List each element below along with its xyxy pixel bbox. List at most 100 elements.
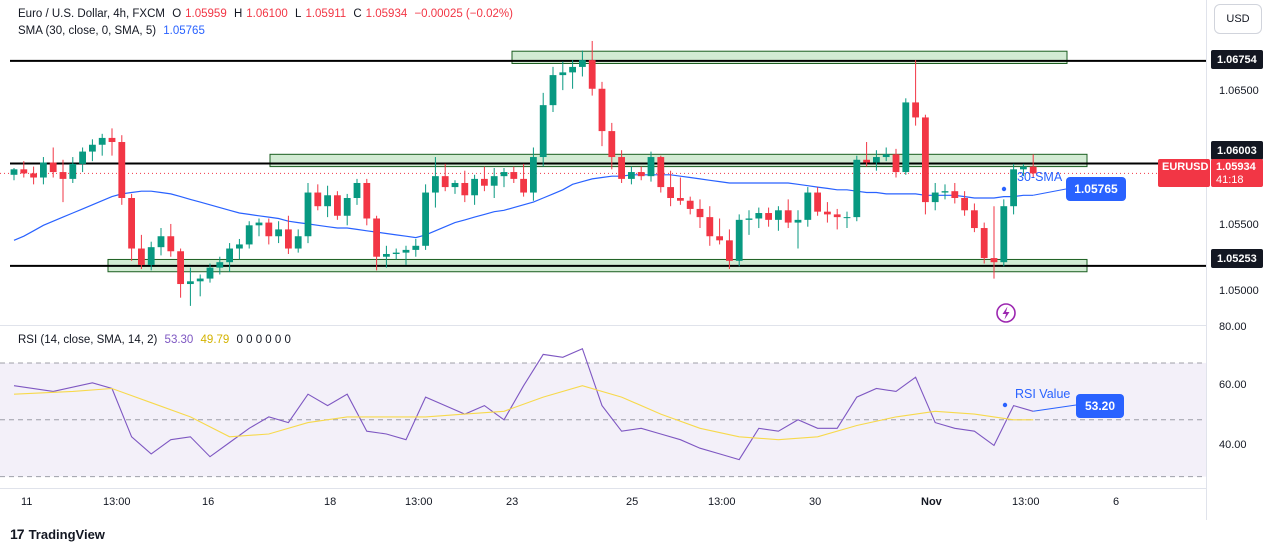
candle-body — [285, 229, 292, 249]
candle-body — [412, 245, 420, 250]
candle-body — [628, 172, 635, 179]
candle-body — [89, 144, 96, 152]
candle-body — [804, 192, 812, 220]
time-tick: 13:00 — [103, 496, 131, 508]
symbol-badge-name: EURUSD — [1162, 161, 1209, 173]
candle-body — [637, 172, 645, 177]
candle-body — [912, 102, 919, 118]
candle-body — [794, 219, 802, 223]
tradingview-brand: TradingView — [28, 526, 105, 542]
bar-countdown: 41:18 — [1216, 174, 1244, 186]
candle-body — [40, 162, 47, 178]
high-value: 1.06100 — [246, 8, 288, 20]
time-tick: 13:00 — [1012, 496, 1040, 508]
price-tick: 1.06500 — [1219, 85, 1259, 97]
candle-body — [1010, 169, 1017, 207]
time-tick: 13:00 — [708, 496, 736, 508]
candle-body — [1029, 166, 1037, 174]
candle-body — [334, 195, 341, 216]
candle-body — [618, 157, 625, 179]
candle-body — [236, 244, 243, 249]
sma-callout-dot — [1001, 186, 1007, 192]
candle-body — [608, 131, 616, 158]
candle-body — [510, 172, 518, 179]
candle-body — [990, 258, 998, 263]
time-tick: 16 — [202, 496, 215, 508]
candle-body — [108, 137, 116, 143]
rsi-legend: RSI (14, close, SMA, 14, 2) 53.30 49.79 … — [18, 334, 295, 346]
rsi-callout-dot — [1002, 402, 1008, 408]
rsi-tick: 80.00 — [1219, 321, 1247, 333]
currency-button[interactable]: USD — [1214, 4, 1262, 34]
candle-body — [451, 182, 459, 188]
candle-body — [373, 218, 380, 257]
candle-body — [138, 248, 145, 265]
time-tick: 6 — [1113, 496, 1120, 508]
candle-body — [961, 198, 968, 211]
candle-body — [147, 247, 155, 265]
candle-body — [735, 219, 743, 261]
candle-body — [716, 236, 723, 241]
candle-body — [392, 252, 400, 254]
candle-body — [294, 236, 302, 249]
high-label: H — [233, 8, 243, 20]
candle-body — [500, 172, 508, 177]
rsi-sma-value: 49.79 — [200, 334, 230, 346]
symbol-title: Euro / U.S. Dollar, 4h, FXCM — [18, 8, 165, 20]
candle-body — [304, 192, 312, 237]
current-price-badge: 1.05934 41:18 — [1211, 159, 1263, 187]
candle-body — [118, 142, 126, 199]
candle-body — [863, 159, 870, 163]
level-tag-bottom: 1.05253 — [1211, 249, 1263, 268]
zone-1 — [269, 153, 1088, 168]
candle-body — [20, 169, 28, 174]
close-label: C — [353, 8, 362, 20]
candle-body — [579, 60, 586, 67]
sma-value: 1.05765 — [163, 25, 205, 37]
rsi-bubble: 53.20 — [1076, 394, 1124, 418]
rsi-line — [13, 347, 1034, 461]
candle-body — [157, 236, 165, 248]
candle-body — [892, 154, 900, 173]
candle-body — [588, 60, 596, 89]
candle-body — [471, 178, 478, 196]
candle-body — [520, 178, 527, 193]
candle-body — [539, 105, 547, 158]
candle-body — [128, 198, 135, 249]
candle-body — [324, 195, 331, 207]
rsi-callout-line — [1033, 404, 1077, 412]
rsi-callout: RSI Value — [1015, 387, 1071, 401]
candle-body — [706, 217, 714, 237]
candle-body — [255, 222, 263, 226]
candle-body — [873, 157, 880, 163]
candle-body — [657, 157, 665, 188]
candle-body — [726, 240, 733, 261]
price-tick: 1.05000 — [1219, 285, 1259, 297]
candle-body — [461, 182, 469, 196]
tradingview-logo: 17 TradingView — [10, 526, 105, 542]
candle-body — [353, 182, 361, 199]
candle-body — [490, 176, 498, 186]
candle-body — [755, 213, 763, 219]
candle-body — [931, 192, 939, 203]
candle-body — [902, 102, 910, 173]
candle-body — [824, 211, 831, 215]
time-tick: 23 — [506, 496, 519, 508]
rsi-extra: 0 0 0 0 0 0 — [236, 334, 291, 346]
rsi-sma-line — [13, 385, 1034, 441]
candle-body — [265, 222, 273, 237]
candle-body — [765, 213, 772, 220]
candle-body — [1020, 166, 1027, 170]
candle-body — [814, 192, 821, 212]
candle-body — [69, 163, 77, 179]
candle-body — [745, 218, 753, 220]
low-value: 1.05911 — [305, 8, 347, 20]
candle-body — [383, 253, 390, 257]
open-value: 1.05959 — [185, 8, 227, 20]
rsi-tick: 40.00 — [1219, 439, 1247, 451]
candle-body — [98, 137, 106, 145]
candle-body — [1000, 206, 1008, 263]
open-label: O — [172, 8, 182, 20]
candle-body — [216, 262, 224, 268]
